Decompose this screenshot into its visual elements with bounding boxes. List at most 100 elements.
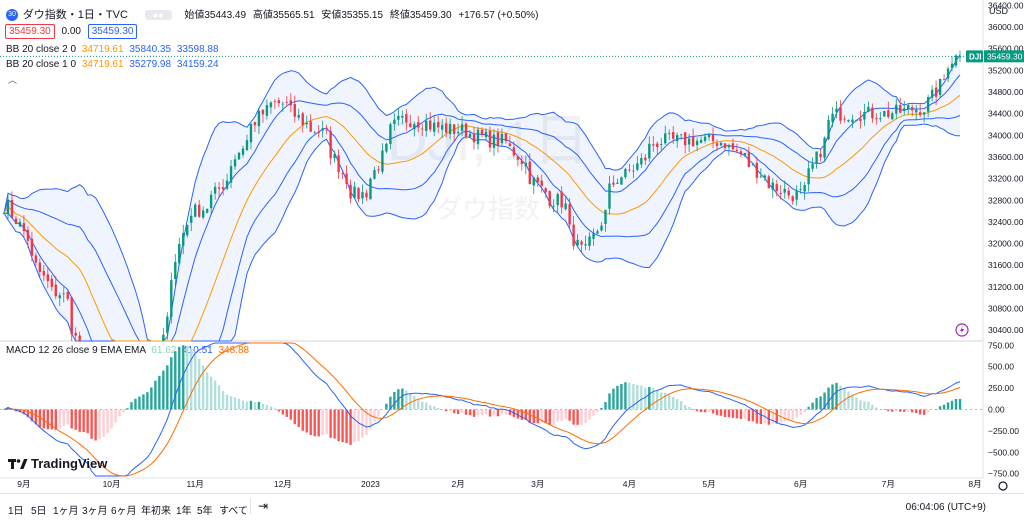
range-5d[interactable]: 5日 [31,506,47,517]
symbol-title[interactable]: ダウ指数・1日・TVC [22,9,128,21]
candle-body [78,335,81,341]
time-axis[interactable]: 9月 10月 11月 12月 2023 2月 3月 4月 5月 6月 7月 8月 [17,479,981,489]
candle-body [444,123,448,133]
candle [596,229,599,235]
macd-hist-bar [640,385,643,410]
candle-body [767,176,770,189]
chart-canvas[interactable]: DJI, 1日 ダウ指数 USD 36400.00 36000.00 35600.0… [0,0,1024,493]
collapse-chevron-icon[interactable]: ︿ [8,75,18,85]
macd-hist-bar [899,409,902,412]
candle [245,134,249,152]
macd-hist-bar [620,383,623,410]
gear-icon[interactable] [998,481,1008,491]
candle-body [855,119,858,122]
range-1m[interactable]: 1ヶ月 [53,506,79,517]
range-ytd[interactable]: 年初来 [141,506,171,517]
candle [66,290,69,301]
candle-body [675,135,679,142]
tradingview-logo[interactable]: TradingView [8,456,107,471]
candle-body [863,112,866,120]
macd-hist-bar [664,392,667,410]
macd-hist-bar [405,390,408,410]
macd-hist-bar [819,396,822,410]
sell-button[interactable]: 35459.30 [5,24,55,39]
candle-body [687,138,691,145]
price-axis[interactable]: 36400.00 36000.00 35600.00 35200.00 34800.00… [988,0,1024,335]
time-tick-label: 11月 [187,479,204,489]
macd-hist-bar [703,409,707,413]
candle [357,187,360,202]
macd-hist-bar [723,409,727,418]
macd-hist-bar [811,402,814,410]
macd-hist-bar [389,396,392,410]
macd-axis[interactable]: 750.00 500.00 250.00 0.00 −250.00 −500.00 −750… [988,340,1019,478]
candle [464,122,468,139]
lightning-icon[interactable] [955,323,969,337]
ohlc-low: 安値35355.15 [321,10,384,21]
candle [389,122,392,150]
macd-hist-bar [281,409,285,415]
range-5y[interactable]: 5年 [197,506,213,517]
candle-body [365,192,368,198]
candle [393,113,396,131]
candle-body [763,175,767,178]
buy-button[interactable]: 35459.30 [87,24,138,39]
tv-logo-icon [8,458,28,469]
candle-body [508,143,512,146]
macd-hist-bar [433,406,436,410]
price-tick-label: 30400.00 [988,325,1024,335]
candle [683,132,687,154]
goto-date-icon[interactable]: ⇥ [258,499,269,513]
candle [907,103,910,115]
range-6m[interactable]: 6ヶ月 [111,506,137,517]
candle-body [911,107,914,111]
candle-body [656,143,659,147]
candle-body [54,284,57,297]
macd-hist-bar [42,409,46,429]
candle [329,126,332,165]
macd-hist-bar [38,409,42,428]
macd-hist-bar [628,382,631,410]
candle [512,141,516,158]
candle-body [233,159,237,167]
macd-tick-label: 750.00 [988,340,1014,350]
candle-body [221,187,225,190]
candle-body [755,162,759,178]
candle-body [731,143,735,150]
candle [472,126,476,150]
range-all[interactable]: すべて [219,506,248,517]
more-dots-icon[interactable]: ●● [144,10,172,20]
candle-body [787,190,790,196]
macd-hist-bar [644,387,647,410]
macd-hist-bar [767,409,770,425]
candle-body [174,261,177,280]
macd-hist-bar [253,402,257,410]
range-1y[interactable]: 1年 [176,506,192,517]
last-price-tag [984,50,1024,63]
candle [365,189,368,201]
macd-hist-bar [66,409,69,425]
candle [496,128,500,153]
currency-label[interactable]: USD [989,6,1009,16]
candle-body [369,178,372,200]
bb2-legend[interactable]: BB 20 close 2 0 34719.61 35840.35 33598.… [6,44,219,55]
candle-body [887,110,890,117]
range-1d[interactable]: 1日 [8,506,24,517]
candle-body [592,233,595,239]
macd-legend[interactable]: MACD 12 26 close 9 EMA EMA 61.62 410.51 … [6,345,250,356]
macd-hist-bar [78,409,81,432]
candle [452,124,456,142]
macd-hist-bar [711,409,715,414]
macd-hist-bar [472,409,476,417]
candle-body [182,233,185,246]
macd-hist-bar [186,346,189,410]
bb1-legend[interactable]: BB 20 close 1 0 34719.61 35279.98 34159.… [6,59,219,70]
macd-hist-bar [90,409,93,439]
candle [22,215,26,238]
clock[interactable]: 06:04:06 (UTC+9) [905,502,986,513]
candle-body [795,190,798,200]
candle-body [771,182,774,190]
candle-body [293,104,296,117]
candle [190,208,193,232]
range-3m[interactable]: 3ヶ月 [82,506,108,517]
